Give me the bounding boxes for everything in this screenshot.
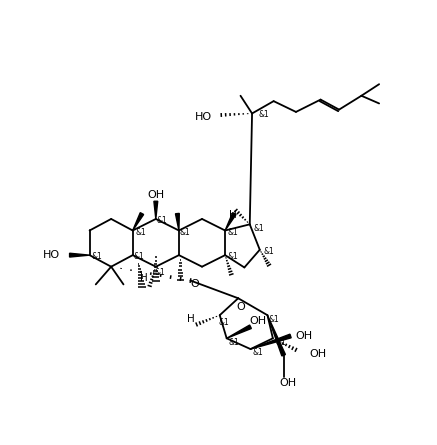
Text: &1: &1: [227, 227, 238, 237]
Text: &1: &1: [258, 110, 269, 120]
Text: H: H: [187, 314, 194, 324]
Text: HO: HO: [43, 250, 60, 260]
Text: &1: &1: [264, 247, 274, 256]
Text: &1: &1: [268, 315, 279, 324]
Text: H: H: [229, 210, 237, 220]
Text: &1: &1: [275, 338, 286, 347]
Text: OH: OH: [250, 316, 267, 326]
Text: &1: &1: [180, 227, 191, 237]
Text: OH: OH: [309, 349, 326, 359]
Text: &1: &1: [229, 338, 240, 347]
Text: &1: &1: [253, 224, 264, 233]
Polygon shape: [133, 213, 144, 231]
Text: O: O: [236, 303, 245, 312]
Text: &1: &1: [92, 252, 103, 261]
Polygon shape: [267, 315, 285, 356]
Polygon shape: [250, 334, 291, 349]
Polygon shape: [225, 213, 236, 231]
Polygon shape: [154, 201, 158, 219]
Text: &1: &1: [253, 348, 264, 357]
Text: OH: OH: [147, 190, 164, 200]
Polygon shape: [176, 214, 179, 231]
Text: &1: &1: [218, 319, 229, 328]
Text: O: O: [190, 279, 199, 289]
Text: &1: &1: [133, 252, 144, 261]
Text: &1: &1: [135, 227, 146, 237]
Text: &1: &1: [156, 216, 167, 225]
Polygon shape: [227, 325, 251, 338]
Text: HO: HO: [195, 112, 212, 121]
Text: OH: OH: [296, 331, 313, 341]
Text: &1: &1: [227, 252, 238, 261]
Text: OH: OH: [279, 378, 296, 388]
Text: H: H: [140, 273, 148, 283]
Polygon shape: [69, 253, 90, 257]
Text: &1: &1: [154, 268, 165, 277]
